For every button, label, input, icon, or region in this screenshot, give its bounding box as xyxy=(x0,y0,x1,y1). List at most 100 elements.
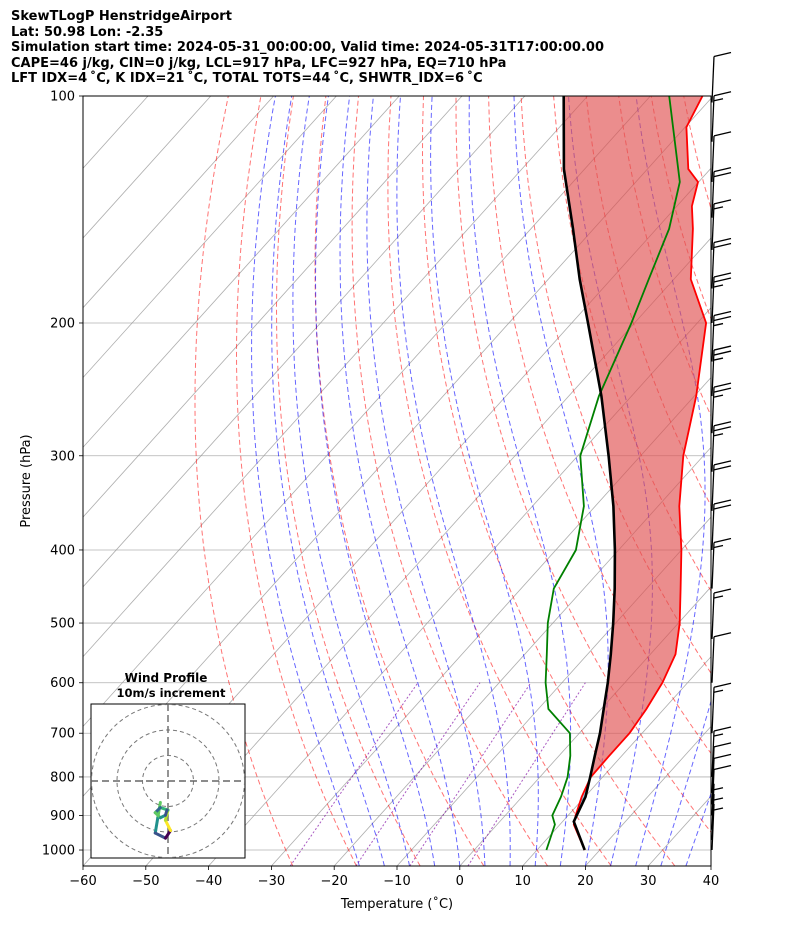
dry-adiabat xyxy=(455,96,711,833)
wind-barb xyxy=(711,237,732,289)
y-axis-label: Pressure (hPa) xyxy=(19,434,34,527)
wind-barb-full xyxy=(713,682,732,688)
cin-area xyxy=(563,96,707,779)
wind-barb-full xyxy=(713,237,732,244)
wind-barb-half xyxy=(713,797,724,801)
wind-barb-staff xyxy=(711,425,715,472)
dry-adiabat xyxy=(683,96,711,211)
wind-barb-staff xyxy=(711,242,715,289)
isotherm-line xyxy=(208,307,711,866)
wind-barb-staff xyxy=(711,746,715,793)
wind-barb xyxy=(711,726,732,777)
x-tick-label: 40 xyxy=(703,874,720,889)
wind-barb-full xyxy=(713,426,732,432)
y-tick-label: 600 xyxy=(50,676,75,691)
wind-barb-full xyxy=(713,199,732,205)
moist-adiabat xyxy=(339,96,461,866)
moist-adiabat xyxy=(396,96,511,866)
wind-barb-full xyxy=(713,537,732,544)
x-tick-label: 20 xyxy=(577,874,594,889)
wind-barb-full xyxy=(713,345,732,351)
isotherm-line xyxy=(585,725,711,866)
isotherm-line xyxy=(83,96,651,728)
wind-barb xyxy=(711,588,732,640)
dry-adiabat xyxy=(194,96,294,866)
wind-barb xyxy=(711,742,732,793)
wind-barb-half xyxy=(713,433,724,437)
dewpoint-line xyxy=(544,96,681,851)
isotherm-line xyxy=(710,865,711,866)
mixing-ratio-line xyxy=(409,682,532,866)
wind-barbs xyxy=(711,51,732,851)
wind-barb-full xyxy=(713,753,732,760)
wind-barb xyxy=(711,382,732,434)
wind-barb-staff xyxy=(711,687,715,734)
x-tick-label: −50 xyxy=(132,874,159,889)
wind-barb-full xyxy=(713,726,732,732)
wind-barb-staff xyxy=(711,387,715,434)
wind-barb-full xyxy=(713,504,732,510)
y-tick-label: 700 xyxy=(50,727,75,742)
wind-barb-full xyxy=(713,242,732,249)
isotherm-line xyxy=(83,96,400,448)
x-tick-label: 30 xyxy=(640,874,657,889)
x-axis: −60 −50 −40 −30 −20 −10 0 10 20 30 40 xyxy=(69,866,719,889)
y-axis: 100 200 300 400 500 600 700 800 900 1000 xyxy=(42,90,83,859)
wind-barb-staff xyxy=(711,542,715,589)
isotherm-line xyxy=(145,237,711,866)
wind-barb-full xyxy=(713,91,732,97)
wind-barb-full xyxy=(713,272,732,278)
wind-barb-half xyxy=(713,394,724,398)
wind-barb-full xyxy=(713,350,732,356)
y-tick-label: 300 xyxy=(50,449,75,464)
x-tick-label: −20 xyxy=(320,874,347,889)
dry-adiabat xyxy=(749,96,794,866)
wind-barb-half xyxy=(713,733,724,737)
moist-adiabat xyxy=(660,699,711,866)
wind-barb xyxy=(711,345,732,397)
wind-barb-half xyxy=(713,544,724,549)
moist-adiabat xyxy=(710,864,711,866)
moist-adiabat xyxy=(468,96,572,866)
isotherm-line xyxy=(83,96,463,518)
isotherm-line xyxy=(83,96,274,309)
dry-adiabat xyxy=(716,96,794,866)
wind-barb-full xyxy=(713,632,732,638)
wind-barb-staff xyxy=(711,350,715,397)
wind-barb-full xyxy=(713,131,732,137)
chart-time: Simulation start time: 2024-05-31_00:00:… xyxy=(11,40,604,56)
wind-barb-full xyxy=(713,277,732,283)
wind-barb-staff xyxy=(711,276,715,324)
wind-barb-staff xyxy=(711,315,715,362)
wind-barb-full xyxy=(713,387,732,393)
moist-adiabat xyxy=(271,96,385,866)
wind-barb-half xyxy=(713,595,724,599)
x-axis-label: Temperature (˚C) xyxy=(340,896,453,912)
y-tick-label: 100 xyxy=(50,90,75,105)
dry-adiabat xyxy=(387,96,612,866)
moist-adiabat xyxy=(251,96,360,866)
isotherm-line xyxy=(83,96,526,588)
wind-barb xyxy=(711,499,732,550)
wind-barb xyxy=(711,131,732,182)
x-tick-label: 10 xyxy=(514,874,531,889)
dry-adiabat xyxy=(421,96,676,866)
inset-subtitle: 10m/s increment xyxy=(117,686,226,700)
moist-adiabat xyxy=(292,96,411,866)
wind-barb-half xyxy=(713,206,724,210)
wind-barb-full xyxy=(713,588,732,594)
wind-barb-full xyxy=(713,51,732,58)
wind-barb-staff xyxy=(711,95,715,142)
chart-title-block: SkewTLogP HenstridgeAirport Lat: 50.98 L… xyxy=(11,9,604,87)
wind-barb xyxy=(711,682,732,734)
wind-barb xyxy=(711,199,732,250)
inset-content xyxy=(91,704,245,858)
parcel-path-line xyxy=(562,96,617,851)
chart-title: SkewTLogP HenstridgeAirport xyxy=(11,9,232,24)
wind-barb xyxy=(711,272,732,324)
wind-barb-full xyxy=(713,172,732,178)
y-tick-label: 200 xyxy=(50,316,75,331)
wind-barb-full xyxy=(713,315,732,322)
wind-barb xyxy=(711,421,732,472)
x-tick-label: −10 xyxy=(383,874,410,889)
